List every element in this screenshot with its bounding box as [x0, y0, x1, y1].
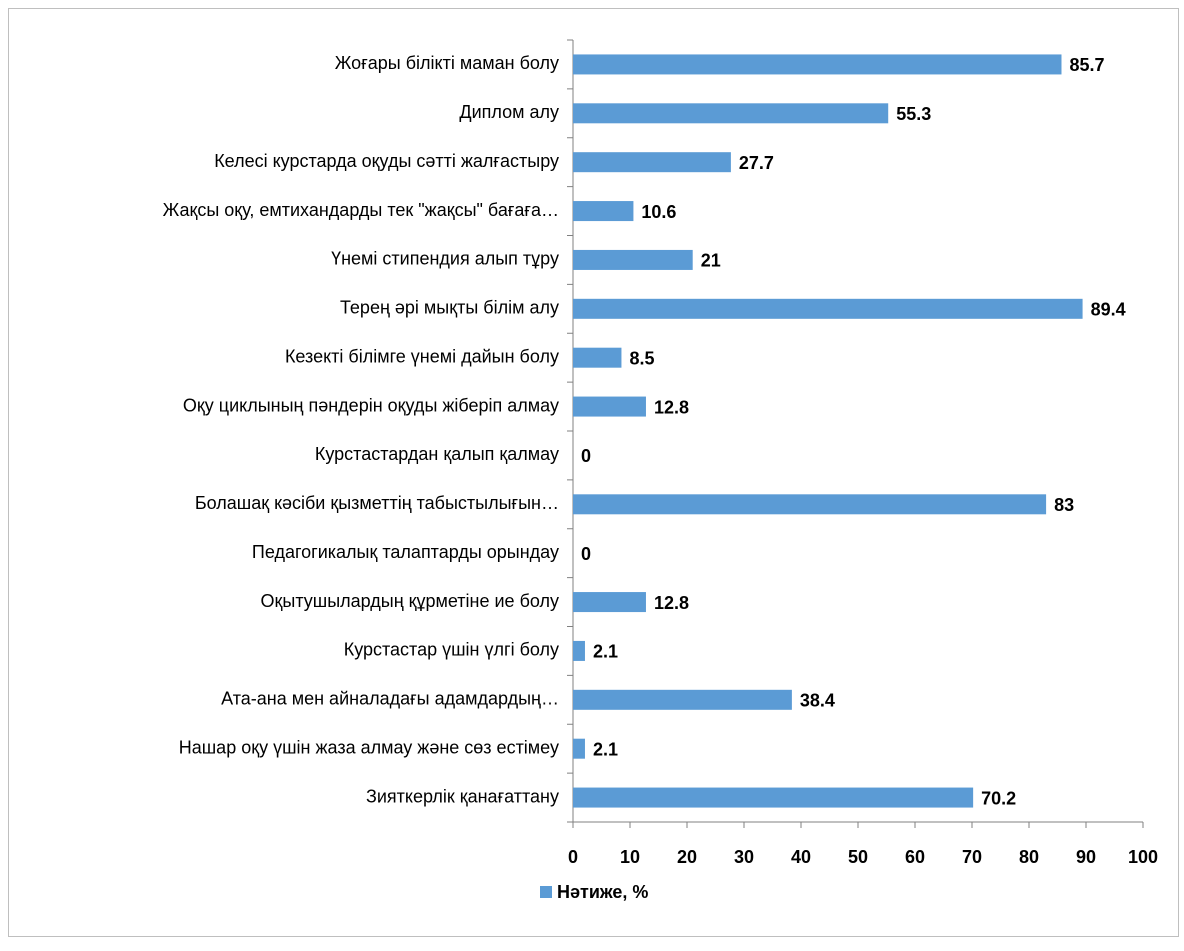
- bar: [573, 201, 634, 222]
- y-tick-label: Терең әрі мықты білім алу: [340, 298, 559, 318]
- y-tick-label: Оқытушылардың құрметіне ие болу: [261, 591, 560, 611]
- y-tick-label: Келесі курстарда оқуды сәтті жалғастыру: [214, 151, 559, 171]
- y-tick-label: Курстастардан қалып қалмау: [315, 444, 559, 464]
- value-label: 85.7: [1069, 55, 1104, 75]
- y-tick-label: Педагогикалық талаптарды орындау: [252, 542, 559, 562]
- bar: [573, 640, 585, 661]
- bar: [573, 103, 889, 124]
- x-tick-label: 40: [791, 847, 811, 867]
- value-label: 27.7: [739, 153, 774, 173]
- value-label: 8.5: [629, 348, 654, 368]
- y-tick-label: Үнемі стипендия алып тұру: [331, 249, 559, 269]
- bar: [573, 249, 693, 270]
- x-tick-label: 30: [734, 847, 754, 867]
- bar: [573, 347, 622, 368]
- x-tick-label: 0: [568, 847, 578, 867]
- x-tick-label: 50: [848, 847, 868, 867]
- bar: [573, 494, 1047, 515]
- y-tick-label: Жоғары білікті маман болу: [335, 53, 559, 73]
- y-tick-label: Кезекті білімге үнемі дайын болу: [285, 346, 559, 366]
- x-tick-label: 90: [1076, 847, 1096, 867]
- y-tick-label: Диплом алу: [459, 102, 559, 122]
- bar: [573, 396, 646, 417]
- x-tick-label: 60: [905, 847, 925, 867]
- value-label: 38.4: [800, 691, 835, 711]
- value-label: 83: [1054, 495, 1074, 515]
- legend-label: Нәтиже, %: [557, 882, 648, 902]
- x-tick-label: 70: [962, 847, 982, 867]
- bar: [573, 54, 1062, 75]
- bar: [573, 689, 792, 710]
- value-label: 2.1: [593, 642, 618, 662]
- y-tick-label: Болашақ кәсіби қызметтің табыстылығын…: [195, 493, 559, 513]
- value-label: 89.4: [1091, 300, 1126, 320]
- value-label: 12.8: [654, 397, 689, 417]
- value-label: 10.6: [641, 202, 676, 222]
- value-label: 21: [701, 251, 721, 271]
- value-label: 55.3: [896, 104, 931, 124]
- bar: [573, 738, 585, 759]
- x-tick-label: 20: [677, 847, 697, 867]
- bar: [573, 787, 974, 808]
- value-label: 0: [581, 544, 591, 564]
- legend-swatch: [540, 886, 552, 898]
- bar: [573, 152, 731, 173]
- bar: [573, 298, 1083, 319]
- value-label: 0: [581, 446, 591, 466]
- value-label: 12.8: [654, 593, 689, 613]
- bar: [573, 592, 646, 613]
- x-tick-label: 10: [620, 847, 640, 867]
- x-tick-label: 100: [1128, 847, 1158, 867]
- x-tick-label: 80: [1019, 847, 1039, 867]
- value-label: 2.1: [593, 739, 618, 759]
- y-tick-label: Зияткерлік қанағаттану: [366, 786, 559, 806]
- y-tick-label: Нашар оқу үшін жаза алмау және сөз естім…: [179, 737, 559, 757]
- value-label: 70.2: [981, 788, 1016, 808]
- y-tick-label: Оқу циклының пәндерін оқуды жіберіп алма…: [183, 395, 559, 415]
- y-tick-label: Курстастар үшін үлгі болу: [344, 640, 559, 660]
- y-tick-label: Ата-ана мен айналадағы адамдардың…: [221, 689, 559, 709]
- y-tick-label: Жақсы оқу, емтихандарды тек "жақсы" баға…: [163, 200, 559, 220]
